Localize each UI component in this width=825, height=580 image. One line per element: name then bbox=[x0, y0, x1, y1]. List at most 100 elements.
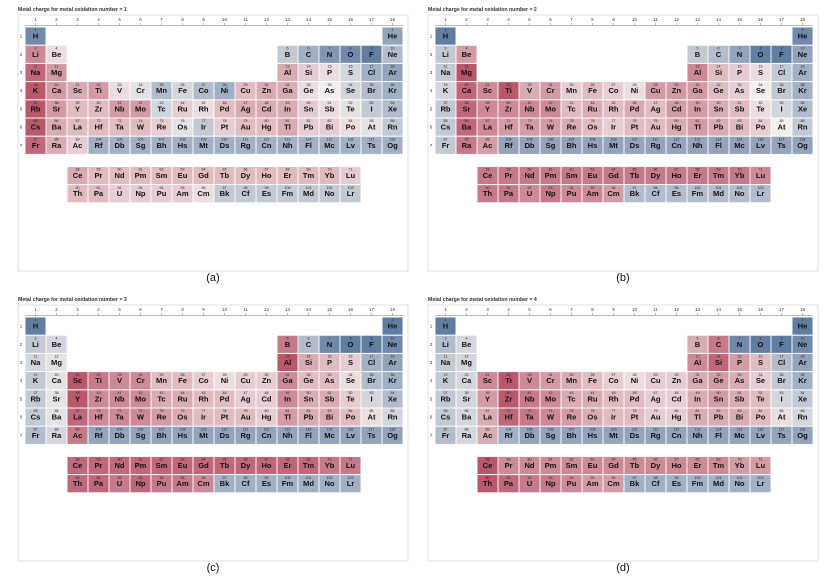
element-swatch bbox=[540, 166, 561, 185]
atomic-number: 114 bbox=[716, 137, 722, 141]
atomic-number: 48 bbox=[265, 391, 269, 395]
atomic-number: 15 bbox=[738, 65, 742, 69]
element-symbol: No bbox=[324, 479, 334, 488]
atomic-number: 81 bbox=[696, 409, 700, 413]
element-swatch bbox=[708, 426, 729, 445]
element-swatch bbox=[540, 81, 561, 100]
element-swatch bbox=[235, 118, 256, 137]
element-swatch bbox=[298, 99, 319, 118]
group-label: 7 bbox=[160, 17, 163, 22]
atomic-number: 8 bbox=[760, 336, 762, 340]
group-label: 18 bbox=[390, 17, 396, 22]
group-label: 18 bbox=[800, 307, 806, 312]
group-label: 10 bbox=[632, 17, 638, 22]
element-symbol: Kr bbox=[798, 376, 806, 385]
element-swatch bbox=[582, 474, 603, 493]
atomic-number: 27 bbox=[612, 373, 616, 377]
element-symbol: Rh bbox=[198, 104, 208, 113]
atomic-number: 46 bbox=[633, 101, 637, 105]
atomic-number: 117 bbox=[779, 427, 785, 431]
element-symbol: Te bbox=[756, 104, 764, 113]
element-symbol: I bbox=[780, 394, 782, 403]
element-swatch bbox=[319, 389, 340, 408]
element-symbol: Er bbox=[693, 171, 701, 180]
element-cell: 19K bbox=[25, 81, 46, 100]
atomic-number: 78 bbox=[633, 409, 637, 413]
element-swatch bbox=[235, 456, 256, 475]
element-swatch bbox=[540, 136, 561, 155]
atomic-number: 33 bbox=[738, 83, 742, 87]
element-swatch bbox=[88, 136, 109, 155]
element-swatch bbox=[340, 118, 361, 137]
element-swatch bbox=[435, 136, 456, 155]
element-swatch bbox=[214, 99, 235, 118]
element-swatch bbox=[109, 99, 130, 118]
atomic-number: 52 bbox=[759, 391, 763, 395]
atomic-number: 84 bbox=[759, 409, 763, 413]
element-swatch bbox=[666, 99, 687, 118]
atomic-number: 87 bbox=[34, 137, 38, 141]
atomic-number: 104 bbox=[506, 137, 512, 141]
element-symbol: Fr bbox=[32, 431, 40, 440]
element-swatch bbox=[582, 166, 603, 185]
group-label: 16 bbox=[348, 17, 354, 22]
element-symbol: Pt bbox=[631, 123, 639, 132]
element-swatch bbox=[624, 184, 645, 203]
element-symbol: H bbox=[443, 322, 448, 331]
atomic-number: 100 bbox=[695, 476, 701, 480]
element-swatch bbox=[729, 335, 750, 354]
atomic-number: 89 bbox=[486, 137, 490, 141]
element-symbol: Cn bbox=[671, 431, 681, 440]
element-swatch bbox=[771, 426, 792, 445]
element-symbol: Sm bbox=[566, 171, 578, 180]
element-swatch bbox=[519, 474, 540, 493]
element-symbol: Ac bbox=[73, 431, 83, 440]
element-symbol: Hf bbox=[504, 413, 512, 422]
atomic-number: 43 bbox=[570, 391, 574, 395]
element-symbol: Nb bbox=[114, 104, 124, 113]
atomic-number: 103 bbox=[758, 476, 764, 480]
element-swatch bbox=[750, 99, 771, 118]
element-symbol: Bk bbox=[220, 189, 230, 198]
group-label: 18 bbox=[800, 17, 806, 22]
atomic-number: 34 bbox=[349, 373, 353, 377]
element-swatch bbox=[792, 389, 813, 408]
element-swatch bbox=[298, 335, 319, 354]
atomic-number: 51 bbox=[738, 101, 742, 105]
element-swatch bbox=[277, 456, 298, 475]
atomic-number: 16 bbox=[349, 355, 353, 359]
atomic-number: 68 bbox=[286, 168, 290, 172]
atomic-number: 112 bbox=[674, 137, 680, 141]
atomic-number: 35 bbox=[780, 373, 784, 377]
element-symbol: Cf bbox=[651, 189, 659, 198]
period-label: 4 bbox=[20, 88, 23, 93]
atomic-number: 69 bbox=[717, 168, 721, 172]
atomic-number: 76 bbox=[181, 119, 185, 123]
atomic-number: 97 bbox=[223, 476, 227, 480]
atomic-number: 73 bbox=[118, 119, 122, 123]
element-swatch bbox=[25, 99, 46, 118]
atomic-number: 72 bbox=[507, 119, 511, 123]
element-swatch bbox=[298, 136, 319, 155]
element-swatch bbox=[603, 118, 624, 137]
element-swatch bbox=[193, 408, 214, 427]
element-cell: 4Be bbox=[46, 45, 67, 64]
atomic-number: 50 bbox=[307, 391, 311, 395]
